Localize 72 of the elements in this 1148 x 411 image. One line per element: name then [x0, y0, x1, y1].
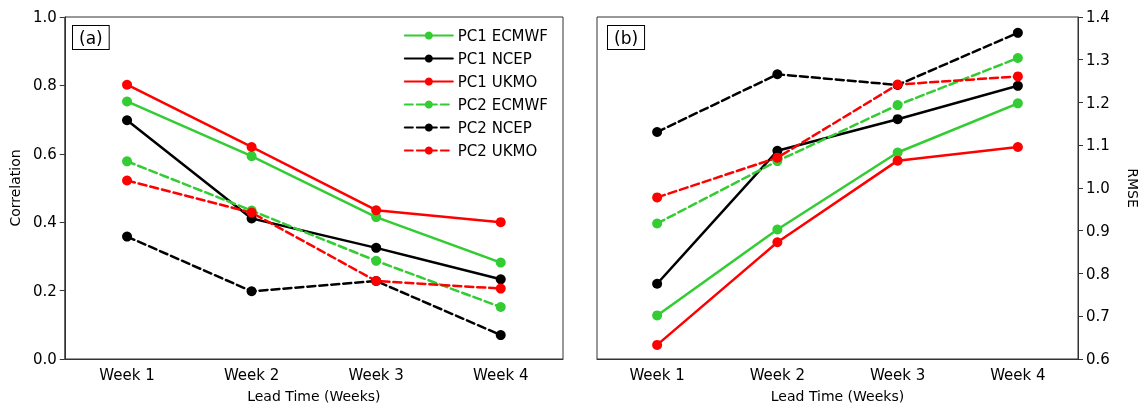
x-axis-title: Lead Time (Weeks): [247, 388, 381, 404]
x-tick-label: Week 1: [99, 365, 155, 384]
point: [892, 114, 903, 125]
y2-tick-label: 0.6: [1086, 350, 1110, 368]
legend-label: PC1 UKMO: [457, 72, 538, 91]
x-axis-title: Lead Time (Weeks): [770, 388, 905, 404]
legend-label: PC1 NCEP: [457, 49, 532, 68]
point: [1012, 71, 1023, 82]
point: [371, 242, 382, 253]
annotation: (b): [614, 27, 639, 48]
point: [652, 192, 663, 203]
point: [495, 330, 506, 341]
point: [122, 96, 133, 107]
legend-label: PC2 NCEP: [457, 118, 532, 137]
y-tick-label: 0.2: [32, 281, 57, 300]
y2-axis-title: RMSE: [1125, 168, 1141, 208]
point: [495, 257, 506, 268]
point: [652, 278, 663, 289]
y2-tick-label: 0.9: [1086, 221, 1110, 240]
point: [495, 283, 506, 294]
x-tick-label: Week 4: [473, 365, 529, 384]
x-tick-label: Week 4: [990, 365, 1046, 384]
point: [1012, 53, 1023, 64]
x-tick-label: Week 3: [348, 365, 404, 384]
point: [772, 224, 783, 235]
point: [1012, 98, 1023, 109]
point: [892, 155, 903, 166]
y-tick-label: 0.6: [32, 144, 57, 163]
point: [122, 115, 133, 126]
y-tick-label: 0.8: [32, 76, 57, 95]
point: [892, 100, 903, 111]
annotation: (a): [79, 27, 103, 48]
point: [772, 237, 783, 248]
point: [371, 205, 382, 216]
y2-tick-label: 1.0: [1086, 179, 1110, 197]
y-tick-label: 1.0: [32, 8, 57, 26]
y2-tick-label: 0.7: [1086, 307, 1110, 326]
y2-tick-label: 1.2: [1086, 93, 1110, 112]
point: [652, 339, 663, 350]
y2-tick-label: 1.1: [1086, 136, 1110, 155]
point: [1012, 80, 1023, 91]
legend-label: PC1 ECMWF: [457, 26, 548, 45]
legend-label: PC2 UKMO: [457, 141, 538, 160]
y2-tick-label: 0.8: [1086, 264, 1110, 283]
point: [246, 151, 257, 162]
point: [371, 255, 382, 266]
point: [495, 302, 506, 313]
point: [772, 152, 783, 163]
y-tick-label: 0.4: [32, 213, 57, 232]
point: [122, 231, 133, 242]
y-axis-title: Correlation: [7, 149, 23, 227]
x-tick-label: Week 3: [869, 365, 926, 384]
point: [652, 218, 663, 229]
point: [122, 79, 133, 90]
x-tick-label: Week 2: [749, 365, 806, 384]
point: [246, 141, 257, 152]
y2-tick-label: 1.3: [1086, 50, 1110, 69]
x-tick-label: Week 2: [223, 365, 280, 384]
legend-label: PC2 ECMWF: [457, 95, 548, 114]
point: [652, 310, 663, 321]
point: [122, 156, 133, 167]
point: [495, 217, 506, 228]
point: [122, 175, 133, 186]
point: [772, 69, 783, 80]
point: [246, 286, 257, 297]
y2-tick-label: 1.4: [1086, 8, 1110, 26]
point: [1012, 141, 1023, 152]
point: [495, 274, 506, 285]
y-tick-label: 0.0: [32, 350, 57, 368]
point: [652, 127, 663, 137]
x-tick-label: Week 1: [629, 365, 685, 384]
point: [1012, 27, 1023, 38]
